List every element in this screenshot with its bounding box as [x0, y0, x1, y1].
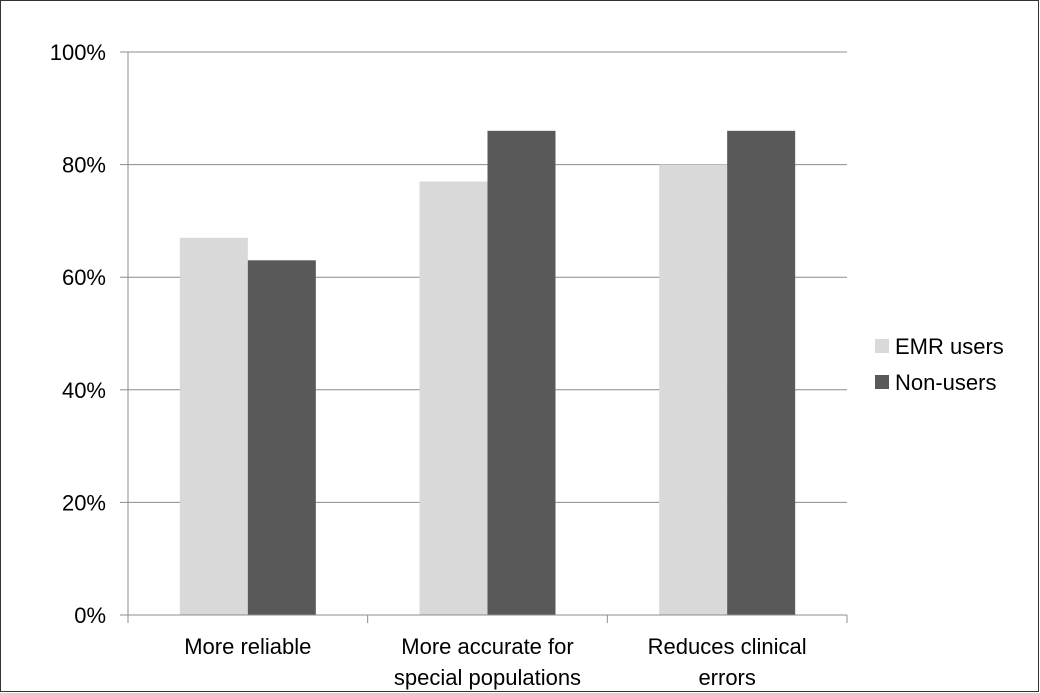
bar-non-users: [727, 130, 796, 615]
bars: [179, 130, 796, 616]
x-tick-label: More reliable: [184, 634, 311, 659]
x-tick-label: More accurate for special populations: [394, 634, 581, 690]
legend-label: EMR users: [895, 334, 1004, 359]
legend-swatch: [875, 375, 889, 389]
axes: [120, 51, 848, 623]
y-tick-label: 0%: [74, 603, 106, 628]
legend-label: Non-users: [895, 370, 996, 395]
x-tick-label: Reduces clinical errors: [648, 634, 807, 690]
y-tick-labels: 0% 20% 40% 60% 80% 100%: [50, 40, 106, 628]
bar-non-users: [247, 260, 316, 615]
bar-emr-users: [419, 181, 488, 616]
y-tick-label: 60%: [62, 265, 106, 290]
bar-emr-users: [179, 237, 248, 616]
bar-emr-users: [659, 164, 728, 615]
bar-non-users: [487, 130, 556, 615]
y-tick-label: 40%: [62, 378, 106, 403]
legend-swatch: [875, 339, 889, 353]
x-tick-labels: More reliable More accurate for special po…: [184, 634, 806, 690]
y-tick-label: 100%: [50, 40, 106, 65]
y-tick-label: 20%: [62, 490, 106, 515]
y-tick-label: 80%: [62, 153, 106, 178]
legend: EMR users Non-users: [875, 334, 1004, 395]
